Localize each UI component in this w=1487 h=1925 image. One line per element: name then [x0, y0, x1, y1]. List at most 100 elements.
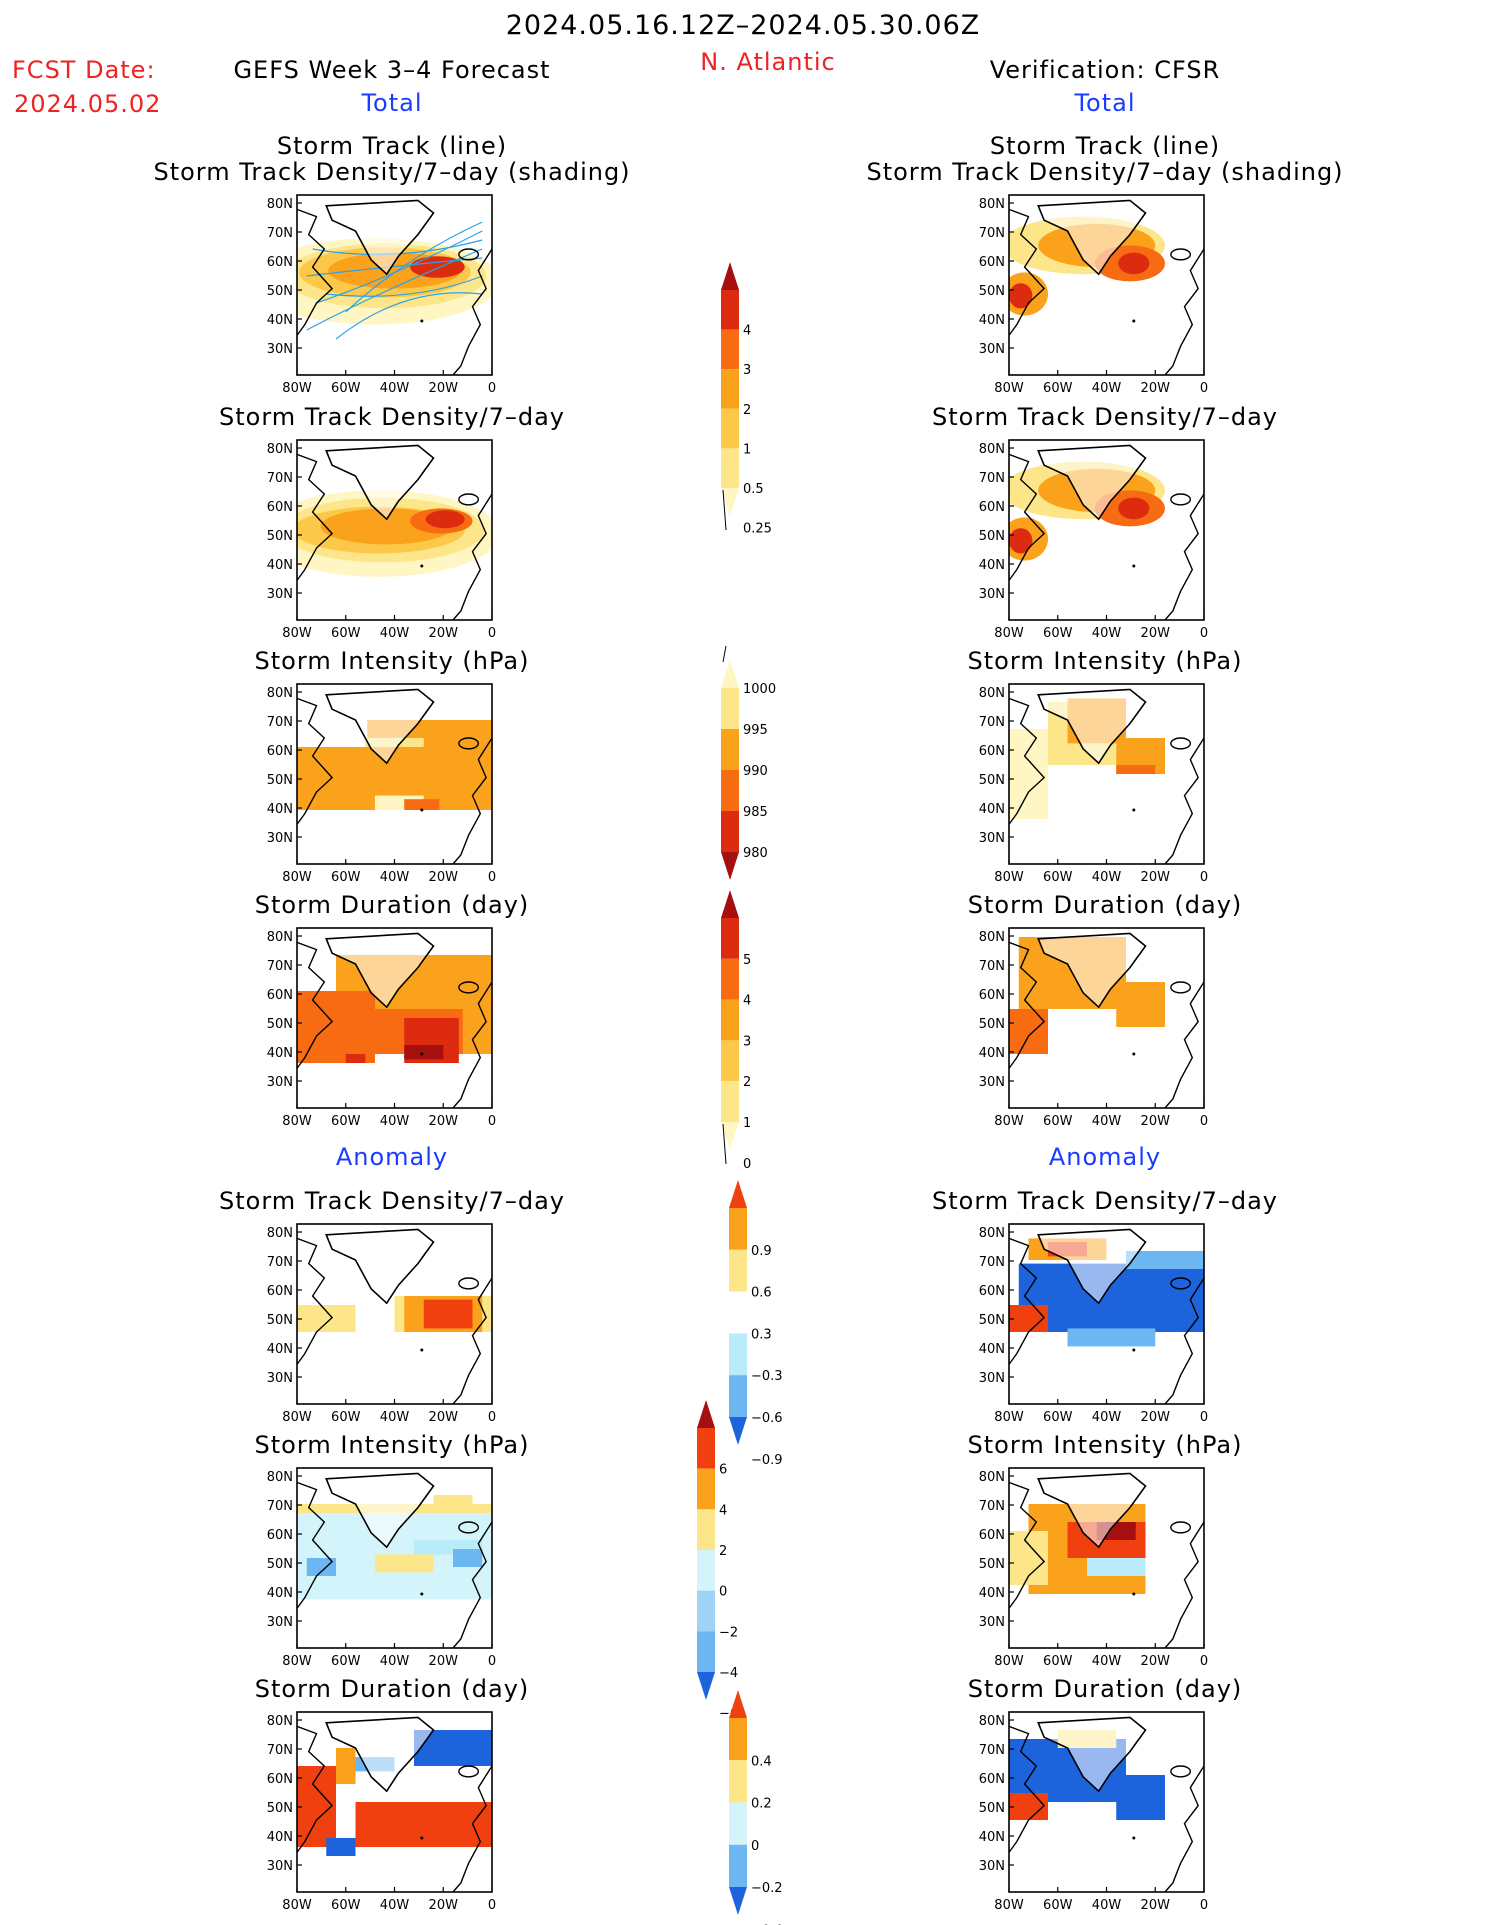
lon-tick-label: 60W	[331, 870, 361, 885]
lat-tick-label: 80N	[979, 1714, 1005, 1729]
colorbar-label: 985	[743, 805, 768, 820]
colorbar-label: 1000	[743, 682, 776, 697]
lon-tick-label: 20W	[429, 1410, 459, 1425]
lon-tick-label: 60W	[1043, 381, 1073, 396]
colorbar-swatch	[729, 1180, 747, 1208]
anomaly-label-right: Anomaly	[1048, 1143, 1162, 1171]
colorbar-label: 0.5	[743, 482, 764, 497]
colorbar-label: 4	[743, 994, 751, 1009]
lon-tick-label: 40W	[1092, 626, 1122, 641]
colorbar-swatch	[697, 1590, 715, 1632]
lon-tick-label: 40W	[1092, 1654, 1122, 1669]
title-intensity-anom-left: Storm Intensity (hPa)	[254, 1431, 530, 1459]
lat-tick-label: 80N	[979, 930, 1005, 945]
lon-tick-label: 60W	[331, 1410, 361, 1425]
lon-tick-label: 0	[488, 1898, 496, 1913]
left-density-anom-map: 80N 70N 60N 50N 40N 30N 80W 60W 40W 20W 0	[267, 1223, 496, 1425]
colorbar-swatch	[721, 770, 739, 811]
lat-tick-label: 80N	[267, 686, 293, 701]
lon-tick-label: 60W	[1043, 1898, 1073, 1913]
colorbar-swatch	[729, 1690, 747, 1718]
left-duration-map: 80N 70N 60N 50N 40N 30N 80W 60W 40W 20W 0	[267, 927, 496, 1129]
lon-tick-label: 0	[1200, 1898, 1208, 1913]
lon-tick-label: 40W	[1092, 870, 1122, 885]
colorbar-label: 990	[743, 764, 768, 779]
lon-tick-label: 20W	[1141, 626, 1171, 641]
lon-tick-label: 40W	[380, 1410, 410, 1425]
title-intensity-right: Storm Intensity (hPa)	[967, 647, 1243, 675]
left-intensity-map: 80N 70N 60N 50N 40N 30N 80W 60W 40W 20W 0	[267, 683, 496, 885]
lat-tick-label: 60N	[979, 988, 1005, 1003]
colorbar-label: −0.3	[751, 1369, 783, 1384]
lon-tick-label: 80W	[994, 1114, 1024, 1129]
lat-tick-label: 30N	[979, 1371, 1005, 1386]
anomaly-label-left: Anomaly	[335, 1143, 449, 1171]
lon-tick-label: 0	[1200, 1410, 1208, 1425]
right-intensity-map: 80N 70N 60N 50N 40N 30N 80W 60W 40W 20W 0	[979, 683, 1208, 885]
lat-tick-label: 30N	[979, 587, 1005, 602]
colorbar-swatch	[697, 1468, 715, 1510]
lon-tick-label: 80W	[282, 1410, 312, 1425]
lat-tick-label: 60N	[267, 1528, 293, 1543]
lon-tick-label: 40W	[1092, 1410, 1122, 1425]
colorbar-swatch	[729, 1802, 747, 1845]
lon-tick-label: 40W	[380, 1654, 410, 1669]
right-intensity-anom-map: 80N 70N 60N 50N 40N 30N 80W 60W 40W 20W 0	[979, 1467, 1208, 1669]
lat-tick-label: 50N	[267, 529, 293, 544]
colorbar-swatch	[729, 1249, 747, 1292]
right-title: Verification: CFSR	[989, 56, 1221, 84]
colorbar-swatch	[729, 1844, 747, 1887]
lon-tick-label: 40W	[1092, 1898, 1122, 1913]
colorbar-swatch	[721, 408, 739, 449]
lon-tick-label: 0	[488, 1410, 496, 1425]
title-intensity-anom-right: Storm Intensity (hPa)	[967, 1431, 1243, 1459]
colorbar-label: 0.3	[751, 1327, 772, 1342]
lat-tick-label: 40N	[267, 1586, 293, 1601]
right-density-anom-map: 80N 70N 60N 50N 40N 30N 80W 60W 40W 20W 0	[979, 1223, 1208, 1425]
colorbar-swatch	[721, 1122, 739, 1150]
lon-tick-label: 20W	[429, 1898, 459, 1913]
lat-tick-label: 30N	[267, 1859, 293, 1874]
lon-tick-label: 20W	[429, 1114, 459, 1129]
colorbar-label: 0.6	[751, 1286, 772, 1301]
colorbar-label: 4	[719, 1503, 727, 1518]
lat-tick-label: 40N	[267, 1046, 293, 1061]
colorbar-label: 1	[743, 1116, 751, 1131]
lat-tick-label: 40N	[979, 1342, 1005, 1357]
lat-tick-label: 40N	[979, 802, 1005, 817]
lon-tick-label: 80W	[282, 381, 312, 396]
lat-tick-label: 40N	[267, 313, 293, 328]
lat-tick-label: 80N	[267, 1470, 293, 1485]
colorbar-label: 3	[743, 1034, 751, 1049]
colorbar-label: 3	[743, 363, 751, 378]
colorbar-swatch	[721, 918, 739, 959]
lat-tick-label: 30N	[267, 587, 293, 602]
lat-tick-label: 70N	[267, 1499, 293, 1514]
lat-tick-label: 30N	[267, 1371, 293, 1386]
title-track-line-left: Storm Track (line)	[276, 132, 508, 160]
lat-tick-label: 30N	[979, 1615, 1005, 1630]
colorbar-swatch	[721, 999, 739, 1041]
lat-tick-label: 50N	[267, 284, 293, 299]
colorbar-swatch	[697, 1550, 715, 1591]
colorbar-swatch	[721, 1040, 739, 1082]
lon-tick-label: 80W	[994, 870, 1024, 885]
lat-tick-label: 40N	[267, 802, 293, 817]
lon-tick-label: 0	[1200, 870, 1208, 885]
colorbar-label: 995	[743, 723, 768, 738]
left-intensity-anom-map: 80N 70N 60N 50N 40N 30N 80W 60W 40W 20W 0	[267, 1467, 496, 1669]
lat-tick-label: 40N	[979, 1586, 1005, 1601]
lat-tick-label: 70N	[267, 1255, 293, 1270]
colorbar-label: 2	[743, 403, 751, 418]
colorbar-swatch	[721, 1081, 739, 1122]
lat-tick-label: 70N	[979, 1743, 1005, 1758]
lon-tick-label: 60W	[331, 1898, 361, 1913]
right-duration-map: 80N 70N 60N 50N 40N 30N 80W 60W 40W 20W 0	[979, 927, 1208, 1129]
colorbar-label: 0	[751, 1839, 759, 1854]
lon-tick-label: 20W	[1141, 1898, 1171, 1913]
colorbar-swatch	[697, 1428, 715, 1469]
duration-anom-colorbar: 0.4 0.2 0 −0.2 −0.4	[729, 1690, 783, 1925]
lon-tick-label: 20W	[1141, 381, 1171, 396]
lon-tick-label: 20W	[429, 870, 459, 885]
lat-tick-label: 70N	[979, 471, 1005, 486]
